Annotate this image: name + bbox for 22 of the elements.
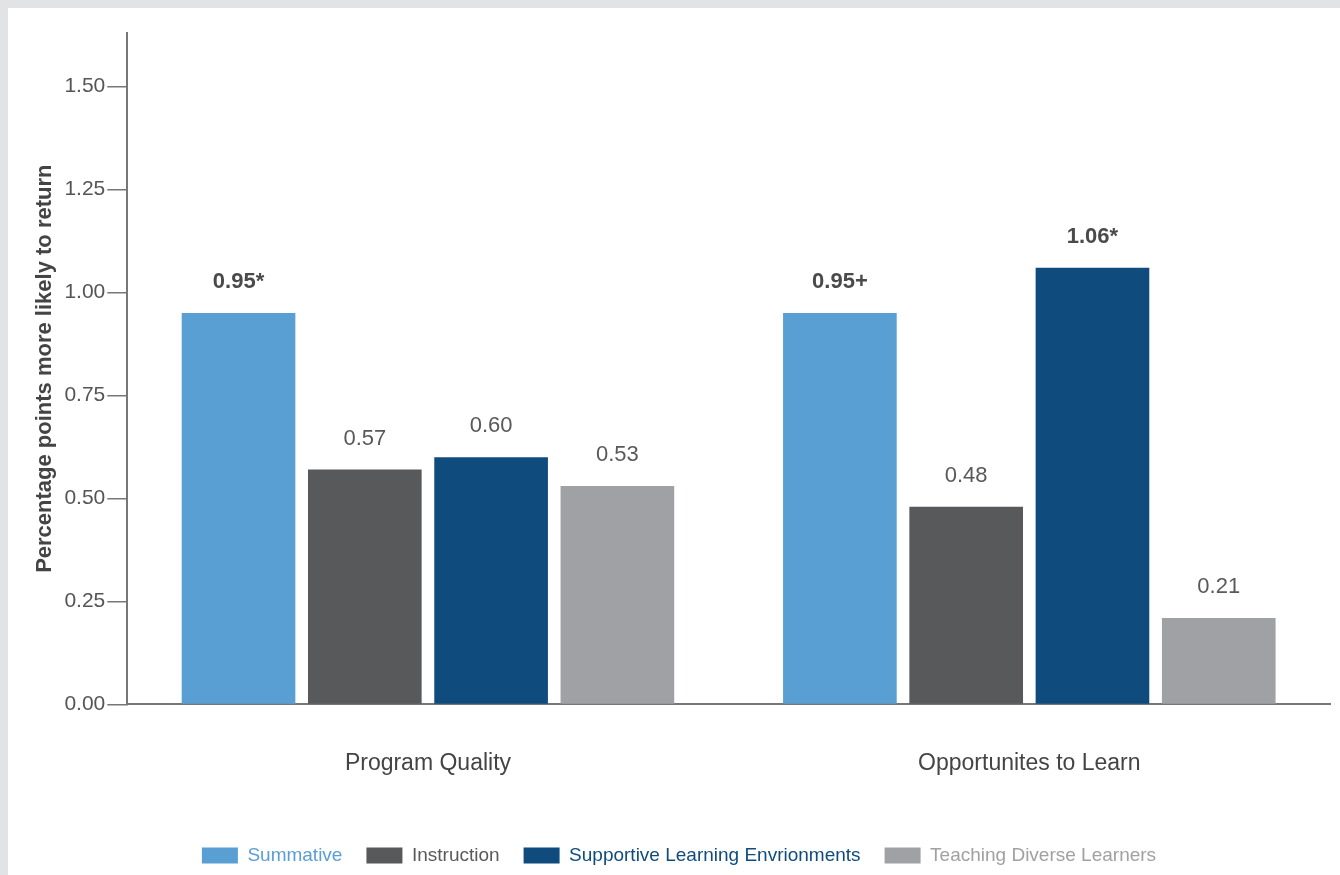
data-label: 0.53 [595, 441, 639, 467]
x-tick-label: Program Quality [344, 748, 512, 775]
y-tick-label: 0.25 [64, 588, 106, 612]
data-label: 1.06* [1066, 222, 1119, 248]
legend-label: Summative [247, 843, 343, 865]
y-tick-label: 0.50 [64, 485, 106, 509]
y-tick-label: 1.25 [64, 176, 106, 200]
y-tick-label: 0.75 [64, 382, 106, 406]
legend-label: Instruction [411, 843, 500, 865]
data-label: 0.57 [343, 424, 387, 450]
data-label: 0.95+ [812, 268, 868, 294]
data-label: 0.48 [944, 461, 988, 487]
y-tick-label: 1.50 [64, 73, 106, 97]
y-axis-title: Percentage points more likely to return [31, 164, 57, 573]
x-tick-label: Opportunites to Learn [918, 748, 1141, 775]
data-label: 0.60 [469, 412, 513, 438]
legend-label: Supportive Learning Envrionments [569, 843, 861, 865]
data-label: 0.95* [212, 268, 265, 294]
data-label: 0.21 [1197, 572, 1241, 598]
y-tick-label: 0.00 [64, 691, 106, 715]
legend-label: Teaching Diverse Learners [930, 843, 1157, 865]
y-tick-label: 1.00 [64, 279, 106, 303]
